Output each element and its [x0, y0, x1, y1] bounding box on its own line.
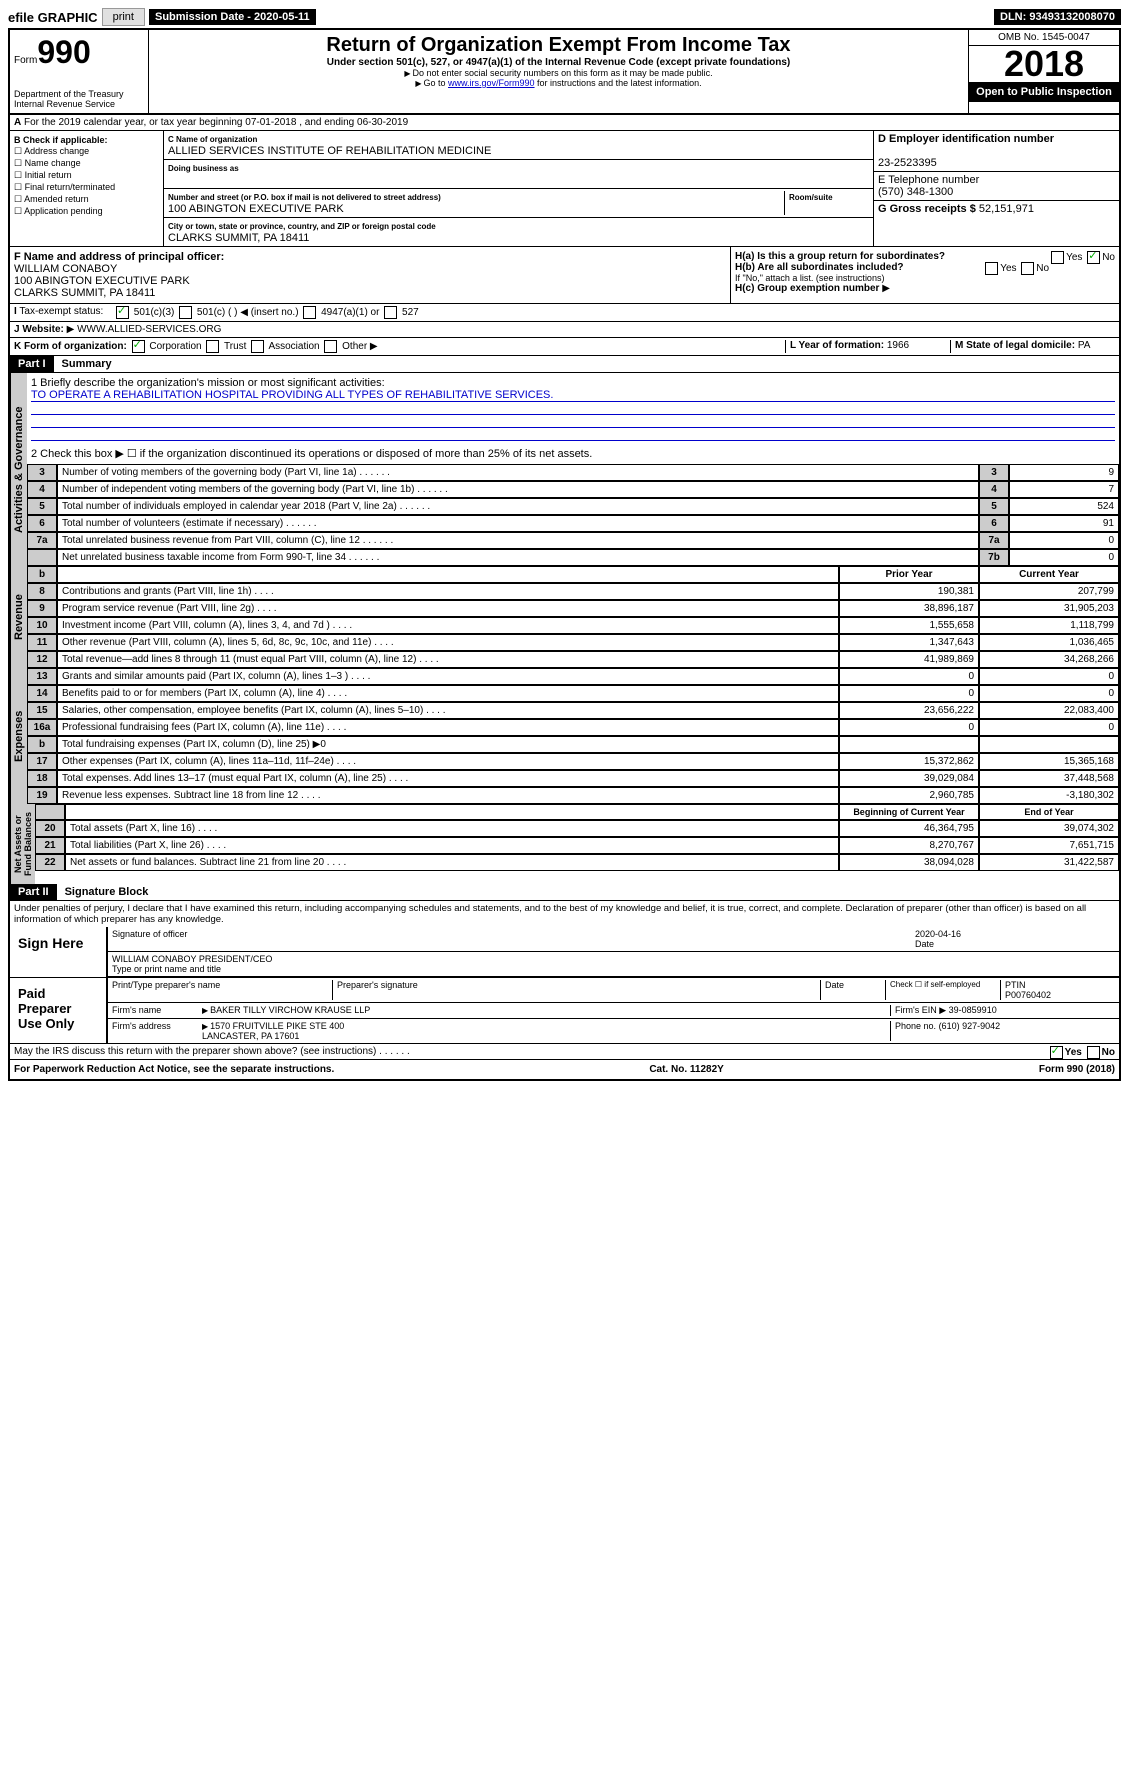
- gross-receipts: 52,151,971: [979, 203, 1034, 215]
- group-return: H(a) Is this a group return for subordin…: [731, 247, 1119, 303]
- q2-label: 2 Check this box ▶ ☐ if the organization…: [31, 447, 1115, 460]
- tax-year-row: A For the 2019 calendar year, or tax yea…: [10, 115, 1119, 131]
- part1-header: Part I: [10, 356, 54, 372]
- state-domicile: M State of legal domicile: PA: [950, 340, 1115, 353]
- vtab-expenses: Expenses: [10, 668, 27, 804]
- year-box: OMB No. 1545-0047 2018 Open to Public In…: [968, 30, 1119, 113]
- firm-phone: (610) 927-9042: [939, 1021, 1001, 1031]
- footer-left: For Paperwork Reduction Act Notice, see …: [14, 1064, 334, 1075]
- irs-link[interactable]: www.irs.gov/Form990: [448, 78, 535, 88]
- officer-name: WILLIAM CONABOY PRESIDENT/CEO: [112, 954, 272, 964]
- website-row: J Website: ▶ WWW.ALLIED-SERVICES.ORG: [10, 322, 1119, 338]
- vtab-revenue: Revenue: [10, 566, 27, 668]
- firm-ein: 39-0859910: [949, 1005, 997, 1015]
- perjury-text: Under penalties of perjury, I declare th…: [10, 901, 1119, 927]
- form-title-box: Return of Organization Exempt From Incom…: [149, 30, 968, 113]
- principal-officer: F Name and address of principal officer:…: [10, 247, 731, 303]
- firm-name: BAKER TILLY VIRCHOW KRAUSE LLP: [202, 1005, 890, 1016]
- q1-label: 1 Briefly describe the organization's mi…: [31, 377, 1115, 389]
- paid-preparer-label: Paid Preparer Use Only: [10, 978, 108, 1043]
- vtab-governance: Activities & Governance: [10, 373, 27, 566]
- org-address: 100 ABINGTON EXECUTIVE PARK: [168, 203, 344, 215]
- footer-right: Form 990 (2018): [1039, 1064, 1115, 1075]
- submission-date: Submission Date - 2020-05-11: [149, 9, 316, 25]
- org-city: CLARKS SUMMIT, PA 18411: [168, 232, 309, 244]
- ptin: P00760402: [1005, 990, 1051, 1000]
- mission-text: TO OPERATE A REHABILITATION HOSPITAL PRO…: [31, 389, 1115, 402]
- efile-label: efile GRAPHIC: [8, 10, 98, 25]
- check-if-applicable: B Check if applicable: ☐ Address change …: [10, 131, 164, 246]
- dln-label: DLN: 93493132008070: [994, 9, 1121, 25]
- discuss-row: May the IRS discuss this return with the…: [10, 1044, 1119, 1060]
- ein: 23-2523395: [878, 157, 937, 169]
- phone: (570) 348-1300: [878, 186, 953, 198]
- print-button[interactable]: print: [102, 8, 145, 26]
- form-id-box: Form990 Department of the Treasury Inter…: [10, 30, 149, 113]
- year-formation: L Year of formation: 1966: [785, 340, 950, 353]
- part2-header: Part II: [10, 884, 57, 900]
- vtab-netassets: Net Assets or Fund Balances: [10, 804, 35, 884]
- footer-mid: Cat. No. 11282Y: [649, 1064, 723, 1075]
- tax-exempt-row: I Tax-exempt status: 501(c)(3) 501(c) ( …: [10, 304, 1119, 322]
- org-name: ALLIED SERVICES INSTITUTE OF REHABILITAT…: [168, 145, 491, 157]
- firm-address: 1570 FRUITVILLE PIKE STE 400: [210, 1021, 344, 1031]
- form-of-org: K Form of organization: Corporation Trus…: [14, 340, 785, 353]
- sign-here-label: Sign Here: [10, 927, 108, 977]
